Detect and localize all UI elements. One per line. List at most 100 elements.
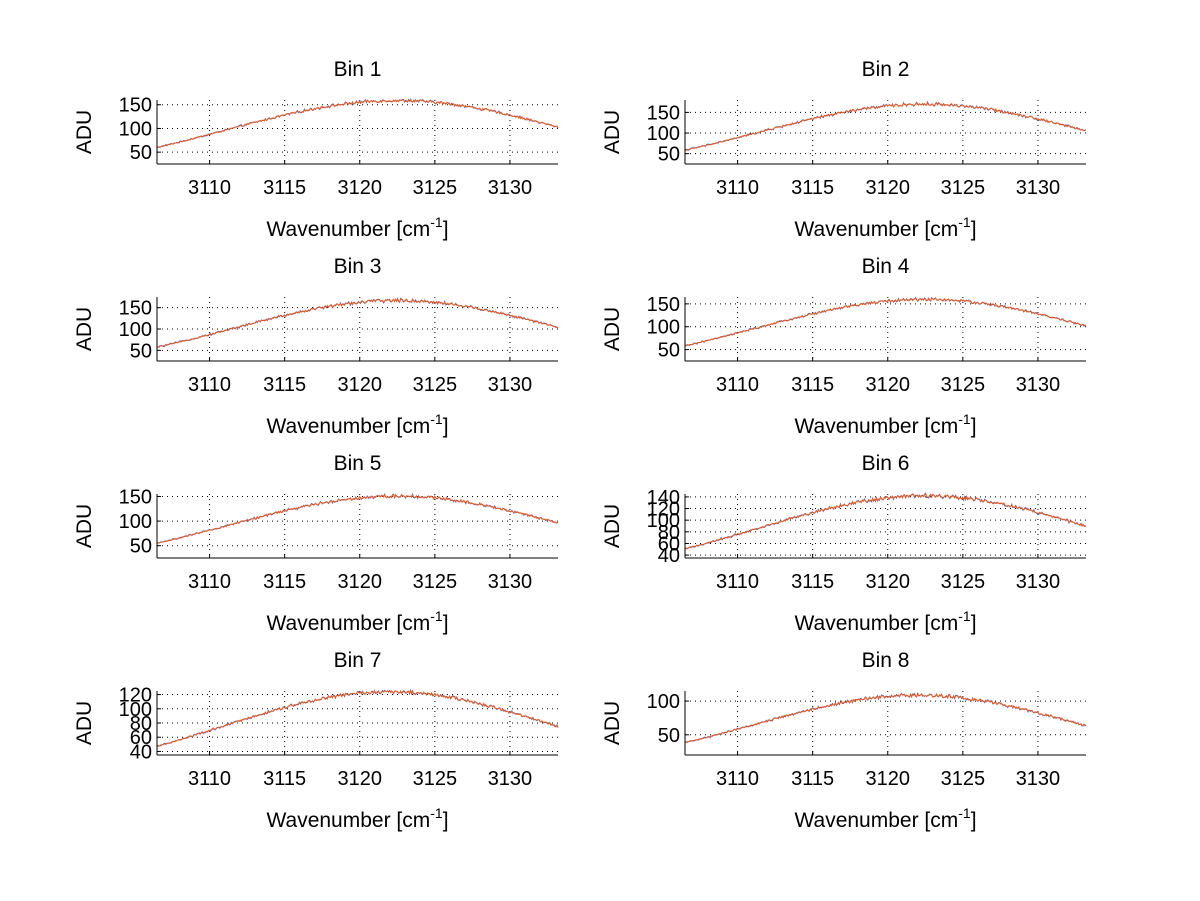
x-tick-label: 3110	[716, 374, 759, 396]
y-tick-label: 50	[658, 725, 680, 747]
x-axis-label: Wavenumber [cm-1]	[794, 805, 976, 832]
x-tick-label: 3110	[188, 768, 231, 790]
x-axis-label-close: ]	[971, 218, 977, 241]
subplot-title: Bin 6	[862, 452, 910, 475]
x-tick-label: 3130	[1016, 571, 1061, 593]
y-tick-label: 100	[647, 123, 680, 145]
subplot-title: Bin 2	[862, 58, 910, 81]
y-tick-label: 150	[119, 95, 152, 117]
x-tick-label: 3115	[263, 177, 306, 199]
y-tick-label: 150	[119, 486, 152, 508]
x-axis-label-superscript: -1	[430, 214, 443, 230]
x-tick-label: 3130	[488, 768, 533, 790]
series-trace-2	[156, 297, 559, 348]
x-axis-label-text: Wavenumber [cm	[794, 809, 958, 832]
x-tick-label: 3120	[866, 177, 911, 199]
x-axis-label: Wavenumber [cm-1]	[794, 411, 976, 438]
y-tick-label: 50	[658, 144, 680, 166]
x-tick-label: 3110	[716, 177, 759, 199]
x-axis-label-text: Wavenumber [cm	[794, 612, 958, 635]
subplot-bin-5: 3110 3115 3120 3125 3130 50 100 150 Bin 5 ADU Wave…	[73, 452, 559, 635]
subplot-title: Bin 4	[862, 255, 910, 278]
x-tick-label: 3120	[338, 768, 383, 790]
x-tick-label: 3115	[263, 571, 306, 593]
series-trace-2	[684, 493, 1086, 550]
subplot-title: Bin 3	[334, 255, 382, 278]
y-axis-label: ADU	[73, 504, 96, 548]
y-axis-label: ADU	[73, 110, 96, 154]
series-trace-2	[156, 99, 559, 148]
x-axis-label-close: ]	[443, 218, 449, 241]
x-tick-label: 3120	[338, 177, 383, 199]
y-tick-label: 50	[130, 340, 152, 362]
series-trace-2	[684, 297, 1087, 347]
x-tick-label: 3110	[716, 571, 759, 593]
series-trace-2	[684, 692, 1086, 743]
x-axis-label-superscript: -1	[958, 411, 971, 427]
x-tick-label: 3125	[941, 177, 986, 199]
x-tick-label: 3115	[791, 177, 834, 199]
plot-area	[685, 494, 1086, 558]
x-axis-label-close: ]	[443, 809, 449, 832]
x-tick-label: 3125	[413, 571, 458, 593]
x-tick-label: 3115	[791, 374, 834, 396]
x-tick-label: 3110	[188, 374, 231, 396]
y-tick-label: 40	[658, 545, 680, 567]
x-tick-label: 3120	[866, 571, 911, 593]
x-tick-label: 3125	[941, 374, 986, 396]
x-tick-label: 3120	[338, 571, 383, 593]
y-tick-label: 100	[119, 511, 152, 533]
y-tick-label: 150	[119, 298, 152, 320]
x-axis-label-text: Wavenumber [cm	[266, 809, 430, 832]
y-tick-label: 50	[130, 142, 152, 164]
y-tick-label: 120	[647, 499, 680, 521]
x-tick-label: 3130	[488, 177, 533, 199]
y-tick-label: 50	[130, 536, 152, 558]
x-axis-label-superscript: -1	[430, 805, 443, 821]
y-tick-label: 80	[130, 713, 152, 735]
x-axis-label-superscript: -1	[958, 214, 971, 230]
series-trace-2	[156, 689, 559, 747]
y-tick-label: 40	[130, 741, 152, 763]
x-axis-label-close: ]	[971, 809, 977, 832]
y-axis-label: ADU	[601, 504, 624, 548]
plot-area	[685, 297, 1086, 361]
plot-area	[685, 691, 1086, 755]
x-tick-label: 3120	[866, 374, 911, 396]
x-axis-label-close: ]	[971, 415, 977, 438]
y-tick-label: 100	[647, 510, 680, 532]
series-trace-2	[156, 493, 558, 544]
subplot-title: Bin 1	[334, 58, 382, 81]
subplot-title: Bin 7	[334, 649, 382, 672]
y-tick-label: 120	[119, 685, 152, 707]
y-tick-label: 100	[119, 699, 152, 721]
x-tick-label: 3130	[1016, 177, 1061, 199]
y-tick-label: 60	[130, 727, 152, 749]
x-axis-label-close: ]	[971, 612, 977, 635]
y-tick-label: 150	[647, 294, 680, 316]
x-axis-label-text: Wavenumber [cm	[794, 415, 958, 438]
y-axis-label: ADU	[601, 701, 624, 745]
x-axis-label-text: Wavenumber [cm	[266, 415, 430, 438]
x-tick-label: 3110	[188, 177, 231, 199]
x-axis-label-superscript: -1	[958, 805, 971, 821]
y-tick-label: 100	[647, 317, 680, 339]
x-axis-label: Wavenumber [cm-1]	[794, 214, 976, 241]
x-tick-label: 3110	[188, 571, 231, 593]
x-tick-label: 3130	[1016, 374, 1061, 396]
x-axis-label: Wavenumber [cm-1]	[794, 608, 976, 635]
x-tick-label: 3125	[941, 571, 986, 593]
x-tick-label: 3115	[791, 571, 834, 593]
x-axis-label-close: ]	[443, 612, 449, 635]
y-tick-label: 140	[647, 487, 680, 509]
x-axis-label-close: ]	[443, 415, 449, 438]
y-axis-label: ADU	[73, 701, 96, 745]
y-axis-label: ADU	[73, 307, 96, 351]
x-tick-label: 3125	[941, 768, 986, 790]
